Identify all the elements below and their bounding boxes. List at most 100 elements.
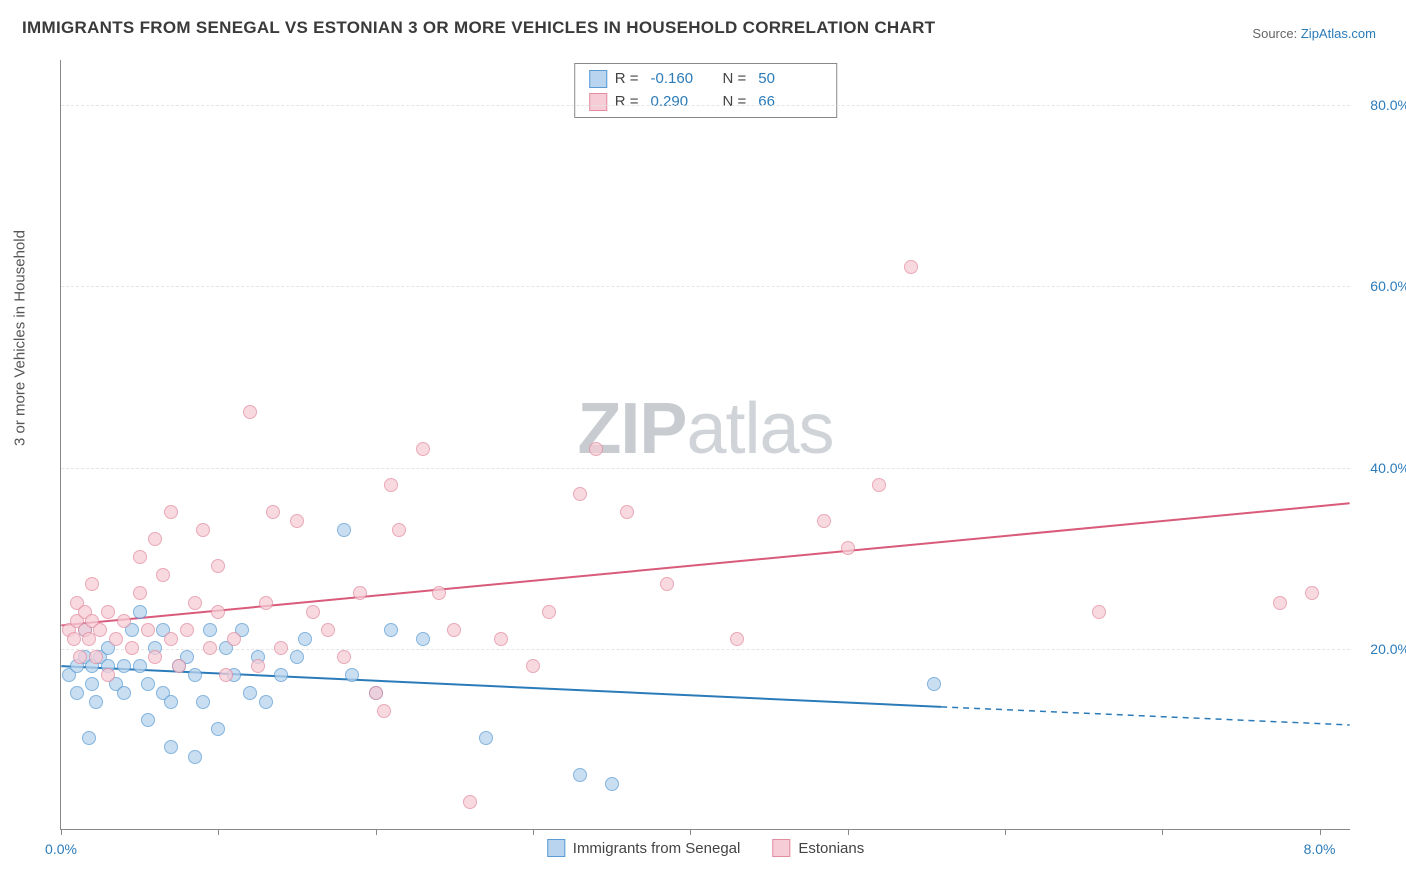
scatter-point [259,695,273,709]
gridline [61,468,1350,469]
scatter-point [188,668,202,682]
scatter-point [188,596,202,610]
trend-lines [61,60,1350,829]
scatter-point [196,695,210,709]
scatter-point [133,659,147,673]
scatter-point [377,704,391,718]
legend-series: Immigrants from Senegal Estonians [547,839,864,857]
x-tick-label: 0.0% [45,841,77,857]
r-value: 0.290 [651,91,715,114]
scatter-point [526,659,540,673]
scatter-point [211,722,225,736]
y-tick-label: 80.0% [1370,97,1406,113]
watermark-atlas: atlas [686,389,833,469]
scatter-point [447,623,461,637]
scatter-point [274,668,288,682]
scatter-point [384,478,398,492]
scatter-point [85,677,99,691]
scatter-point [259,596,273,610]
scatter-point [573,487,587,501]
scatter-point [101,605,115,619]
scatter-point [494,632,508,646]
scatter-point [416,442,430,456]
x-tick-mark [1320,829,1321,835]
legend-label: Estonians [798,840,864,857]
scatter-point [148,532,162,546]
legend-item: Estonians [772,839,864,857]
scatter-point [133,605,147,619]
x-tick-mark [61,829,62,835]
legend-row: R =0.290N =66 [589,91,823,114]
scatter-point [141,677,155,691]
plot-area: ZIPatlas R =-0.160N =50R =0.290N =66 Imm… [60,60,1350,830]
scatter-point [148,650,162,664]
scatter-point [164,632,178,646]
x-tick-mark [1005,829,1006,835]
scatter-point [573,768,587,782]
scatter-point [337,650,351,664]
x-tick-label: 8.0% [1304,841,1336,857]
x-tick-mark [848,829,849,835]
scatter-point [463,795,477,809]
x-tick-mark [218,829,219,835]
scatter-point [904,260,918,274]
x-tick-mark [376,829,377,835]
x-tick-mark [690,829,691,835]
scatter-point [1273,596,1287,610]
scatter-point [251,659,265,673]
scatter-point [416,632,430,646]
source-attribution: Source: ZipAtlas.com [1252,26,1376,41]
watermark-zip: ZIP [577,389,686,469]
legend-correlation: R =-0.160N =50R =0.290N =66 [574,63,838,118]
scatter-point [180,623,194,637]
trend-line-extrapolated [941,707,1349,725]
scatter-point [243,405,257,419]
scatter-point [872,478,886,492]
legend-swatch [772,839,790,857]
n-label: N = [723,68,747,91]
scatter-point [432,586,446,600]
scatter-point [927,677,941,691]
scatter-point [172,659,186,673]
legend-item: Immigrants from Senegal [547,839,741,857]
scatter-point [219,668,233,682]
scatter-point [211,605,225,619]
scatter-point [70,686,84,700]
legend-label: Immigrants from Senegal [573,840,741,857]
scatter-point [479,731,493,745]
scatter-point [117,686,131,700]
scatter-point [85,577,99,591]
scatter-point [345,668,359,682]
scatter-point [817,514,831,528]
scatter-point [1305,586,1319,600]
scatter-point [203,641,217,655]
legend-swatch [547,839,565,857]
y-tick-label: 20.0% [1370,641,1406,657]
scatter-point [101,668,115,682]
scatter-point [384,623,398,637]
scatter-point [274,641,288,655]
scatter-point [117,659,131,673]
scatter-point [73,650,87,664]
scatter-point [290,514,304,528]
gridline [61,105,1350,106]
scatter-point [164,695,178,709]
scatter-point [133,586,147,600]
scatter-point [298,632,312,646]
scatter-point [89,695,103,709]
x-tick-mark [1162,829,1163,835]
y-tick-label: 60.0% [1370,278,1406,294]
scatter-point [542,605,556,619]
scatter-point [89,650,103,664]
legend-swatch [589,93,607,111]
r-value: -0.160 [651,68,715,91]
scatter-point [164,505,178,519]
watermark: ZIPatlas [577,388,833,470]
scatter-point [266,505,280,519]
chart-title: IMMIGRANTS FROM SENEGAL VS ESTONIAN 3 OR… [22,18,935,38]
scatter-point [125,641,139,655]
n-value: 50 [758,68,822,91]
scatter-point [203,623,217,637]
source-link[interactable]: ZipAtlas.com [1301,26,1376,41]
scatter-point [109,632,123,646]
